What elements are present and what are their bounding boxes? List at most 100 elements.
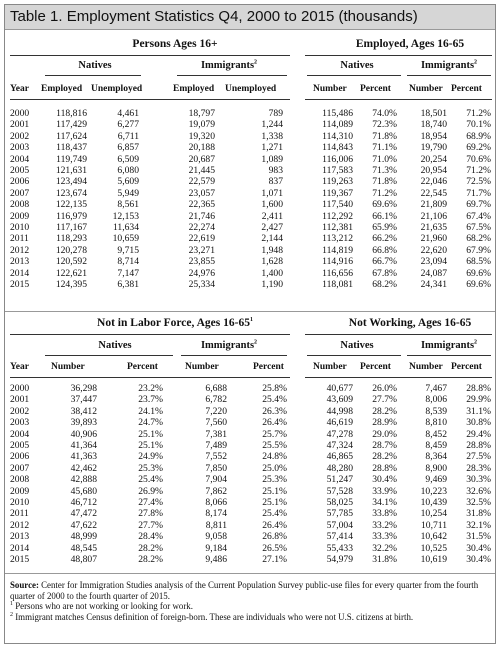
table-cell: 2004 bbox=[10, 428, 30, 440]
table-cell: 983 bbox=[268, 165, 283, 176]
table-cell: 21,106 bbox=[420, 210, 447, 222]
table-cell: 120,278 bbox=[55, 244, 87, 256]
table-cell: 25.0% bbox=[262, 462, 287, 474]
table-cell: 45,680 bbox=[70, 485, 97, 497]
table-cell: 18,740 bbox=[420, 119, 447, 131]
table-cell: 27.8% bbox=[138, 508, 163, 520]
footnote-mark: 2 bbox=[474, 59, 478, 66]
source-note: Source: Center for Immigration Studies a… bbox=[10, 580, 490, 622]
table-cell: 9,184 bbox=[205, 542, 227, 554]
table-cell: 8,811 bbox=[205, 519, 227, 531]
col-header: Number bbox=[51, 362, 85, 372]
table-cell: 30.4% bbox=[466, 554, 491, 565]
table-cell: 28.3% bbox=[466, 462, 491, 474]
table-cell: 114,089 bbox=[322, 119, 353, 131]
table-cell: 115,486 bbox=[322, 108, 353, 119]
table-cell: 25,334 bbox=[188, 279, 215, 290]
table-cell: 24.9% bbox=[138, 451, 163, 463]
table-cell: 47,622 bbox=[70, 519, 97, 531]
table-cell: 42,888 bbox=[70, 474, 97, 486]
table-cell: 24.7% bbox=[138, 417, 163, 429]
immigrants-header: Immigrants2 bbox=[409, 340, 489, 352]
divider bbox=[305, 55, 492, 56]
table-cell: 33.2% bbox=[372, 519, 397, 531]
table-cell: 28.8% bbox=[466, 383, 491, 394]
table-cell: 66.1% bbox=[372, 210, 397, 222]
table-cell: 30.4% bbox=[466, 542, 491, 554]
table-cell: 8,452 bbox=[425, 428, 447, 440]
table-cell: 48,545 bbox=[70, 542, 97, 554]
table-cell: 1,338 bbox=[261, 130, 283, 142]
table-cell: 29.4% bbox=[466, 428, 491, 440]
table-cell: 118,437 bbox=[56, 142, 87, 154]
table-cell: 67.4% bbox=[466, 210, 491, 222]
table-cell: 37,447 bbox=[70, 394, 97, 406]
table-cell: 117,583 bbox=[322, 165, 353, 176]
table-cell: 2003 bbox=[10, 142, 30, 154]
table-cell: 33.8% bbox=[372, 508, 397, 520]
table-cell: 29.0% bbox=[372, 428, 397, 440]
table-cell: 70.1% bbox=[466, 119, 491, 131]
table-cell: 113,212 bbox=[322, 233, 353, 245]
divider bbox=[181, 355, 287, 356]
col-header: Employed bbox=[173, 84, 215, 94]
immigrants-label: Immigrants bbox=[420, 340, 475, 351]
table-cell: 66.8% bbox=[372, 244, 397, 256]
table-cell: 41,363 bbox=[70, 451, 97, 463]
table-cell: 27.1% bbox=[262, 554, 287, 565]
table-cell: 57,528 bbox=[326, 485, 353, 497]
table-cell: 24.1% bbox=[138, 405, 163, 417]
table-cell: 2,427 bbox=[261, 222, 283, 233]
table-cell: 71.2% bbox=[466, 108, 491, 119]
table-cell: 24.8% bbox=[262, 451, 287, 463]
table-cell: 38,412 bbox=[70, 405, 97, 417]
table-cell: 1,190 bbox=[261, 279, 283, 290]
table-cell: 119,367 bbox=[322, 187, 353, 199]
table-cell: 31.1% bbox=[466, 405, 491, 417]
table-cell: 2001 bbox=[10, 394, 30, 406]
table-cell: 69.6% bbox=[466, 279, 491, 290]
table-cell: 10,223 bbox=[420, 485, 447, 497]
table-cell: 25.1% bbox=[262, 497, 287, 508]
table-cell: 46,712 bbox=[70, 497, 97, 508]
table-cell: 32.5% bbox=[466, 497, 491, 508]
table-cell: 30.3% bbox=[466, 474, 491, 486]
table-cell: 2008 bbox=[10, 199, 30, 211]
table-cell: 33.3% bbox=[372, 531, 397, 543]
table-cell: 22,545 bbox=[420, 187, 447, 199]
table-cell: 8,006 bbox=[425, 394, 447, 406]
table-cell: 119,263 bbox=[322, 176, 353, 188]
table-cell: 7,220 bbox=[205, 405, 227, 417]
table-cell: 41,364 bbox=[70, 440, 97, 451]
table-cell: 71.3% bbox=[372, 165, 397, 176]
table-cell: 10,619 bbox=[420, 554, 447, 565]
table-cell: 29.9% bbox=[466, 394, 491, 406]
table-cell: 6,080 bbox=[117, 165, 139, 176]
table-cell: 7,381 bbox=[205, 428, 227, 440]
table-cell: 112,381 bbox=[322, 222, 353, 233]
table-cell: 20,188 bbox=[188, 142, 215, 154]
table-cell: 39,893 bbox=[70, 417, 97, 429]
divider bbox=[10, 377, 290, 378]
table-cell: 2009 bbox=[10, 210, 30, 222]
col-header: Number bbox=[185, 362, 219, 372]
col-header: Employed bbox=[41, 84, 83, 94]
table-cell: 69.7% bbox=[466, 199, 491, 211]
table-cell: 117,429 bbox=[56, 119, 87, 131]
table-cell: 67.8% bbox=[372, 267, 397, 279]
source-label: Source: bbox=[10, 580, 39, 590]
footnote-1: 1 Persons who are not working or looking… bbox=[10, 601, 490, 612]
table-cell: 8,539 bbox=[425, 405, 447, 417]
table-cell: 20,254 bbox=[420, 153, 447, 165]
table-cell: 4,461 bbox=[117, 108, 139, 119]
table-cell: 54,979 bbox=[326, 554, 353, 565]
table-cell: 119,749 bbox=[56, 153, 87, 165]
table-cell: 69.6% bbox=[466, 267, 491, 279]
table-cell: 68.2% bbox=[466, 233, 491, 245]
table-cell: 30.4% bbox=[372, 474, 397, 486]
table-cell: 18,797 bbox=[188, 108, 215, 119]
table-cell: 11,634 bbox=[112, 222, 139, 233]
table-cell: 31.8% bbox=[466, 508, 491, 520]
table-cell: 70.6% bbox=[466, 153, 491, 165]
table-cell: 8,561 bbox=[117, 199, 139, 211]
